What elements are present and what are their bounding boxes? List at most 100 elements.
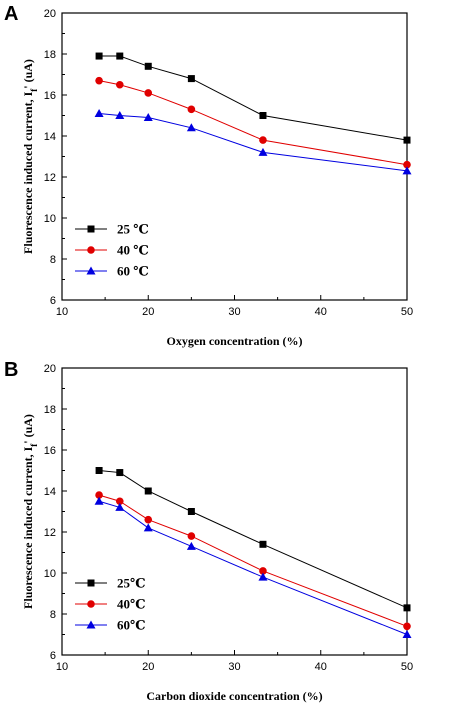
data-point-square	[116, 469, 124, 477]
data-point-triangle	[258, 147, 268, 156]
legend-entry: 40℃	[75, 597, 146, 612]
data-point-circle	[187, 532, 196, 540]
x-tick-label: 10	[56, 306, 68, 318]
y-axis-label-subscript: f	[29, 88, 39, 92]
data-point-triangle	[115, 502, 125, 511]
y-axis-label-main: Fluorescence induced current, I	[21, 91, 35, 254]
data-point-circle	[144, 89, 153, 97]
series-circle	[95, 76, 411, 169]
series-line	[99, 112, 408, 172]
y-tick-label: 18	[44, 404, 56, 416]
data-point-circle	[144, 515, 153, 524]
x-tick-label: 40	[315, 306, 327, 318]
y-axis-label-subscript: f	[29, 443, 39, 447]
x-tick-label: 40	[315, 661, 327, 673]
data-point-circle	[115, 497, 124, 506]
series-square	[95, 467, 411, 612]
y-axis-label-unit: ' (uA)	[21, 59, 35, 89]
x-axis-label: Carbon dioxide concentration (%)	[146, 689, 322, 703]
data-point-square	[95, 467, 103, 474]
legend-entry: 25 ℃	[75, 222, 149, 237]
series-triangle	[94, 108, 412, 175]
data-point-triangle	[115, 111, 125, 119]
legend-label: 40℃	[117, 597, 146, 612]
data-point-triangle	[86, 620, 96, 629]
x-tick-label: 30	[228, 306, 240, 318]
data-point-square	[403, 136, 411, 144]
data-point-square	[259, 540, 267, 548]
data-point-circle	[95, 491, 103, 499]
x-tick-label: 50	[401, 661, 413, 673]
data-point-square	[144, 487, 152, 495]
legend-label: 60℃	[117, 618, 146, 633]
data-point-triangle	[186, 541, 196, 550]
data-point-triangle	[258, 572, 268, 581]
x-tick-label: 20	[142, 661, 154, 673]
y-tick-label: 8	[50, 254, 56, 266]
data-point-circle	[87, 246, 95, 254]
x-tick-label: 20	[142, 306, 154, 318]
y-axis-label-unit: ' (uA)	[21, 414, 35, 444]
y-tick-label: 14	[44, 131, 56, 143]
data-point-triangle	[402, 166, 412, 175]
legend-label: 40 ℃	[117, 243, 149, 258]
data-point-square	[259, 112, 267, 119]
x-tick-label: 50	[401, 306, 413, 318]
x-tick-label: 30	[228, 661, 240, 673]
panel-label: A	[4, 3, 18, 25]
y-tick-label: 14	[44, 486, 56, 498]
data-point-square	[95, 52, 103, 60]
data-point-square	[87, 579, 95, 587]
data-point-circle	[115, 80, 124, 89]
legend-entry: 60 ℃	[75, 264, 149, 279]
data-point-circle	[95, 76, 103, 85]
data-point-triangle	[94, 108, 104, 117]
series-square	[95, 52, 411, 144]
chart-panel-b: B 10 20 30 40 50 6 8 10 12 14 16 18 20 Carbon dioxide …	[4, 359, 413, 703]
y-tick-label: 12	[44, 527, 56, 539]
data-point-square	[403, 604, 411, 612]
data-point-square	[116, 52, 124, 60]
data-point-circle	[403, 160, 411, 169]
series-line	[98, 500, 408, 635]
y-tick-label: 18	[44, 49, 56, 61]
data-point-square	[87, 225, 95, 233]
y-tick-label: 16	[44, 90, 56, 102]
panel-label: B	[4, 359, 18, 381]
y-tick-label: 6	[50, 650, 56, 662]
y-tick-label: 16	[44, 445, 56, 457]
series-circle	[95, 491, 411, 631]
y-axis-label-main: Fluorescence induced current, I	[21, 446, 35, 609]
data-point-circle	[259, 136, 267, 144]
data-point-triangle	[186, 123, 196, 132]
data-point-triangle	[143, 523, 153, 532]
data-point-triangle	[402, 630, 412, 638]
legend-label: 25 ℃	[117, 222, 149, 237]
data-point-square	[144, 62, 152, 70]
legend-entry: 40 ℃	[75, 243, 149, 258]
y-tick-label: 10	[44, 568, 56, 580]
y-tick-label: 20	[44, 363, 56, 375]
data-point-square	[187, 508, 195, 515]
y-tick-label: 10	[44, 213, 56, 225]
data-point-circle	[87, 600, 95, 608]
x-tick-label: 10	[56, 661, 68, 673]
y-tick-label: 12	[44, 172, 56, 184]
y-axis-label: Fluorescence induced current, If' (uA)	[21, 414, 39, 609]
data-point-circle	[187, 105, 196, 114]
data-point-triangle	[143, 113, 153, 122]
legend-entry: 25℃	[75, 576, 146, 591]
y-tick-label: 6	[50, 295, 56, 307]
data-point-square	[187, 75, 195, 83]
legend-label: 25℃	[117, 576, 146, 591]
data-point-triangle	[94, 496, 104, 505]
data-point-circle	[403, 622, 411, 631]
x-axis-label: Oxygen concentration (%)	[167, 334, 303, 348]
plot-frame	[61, 367, 408, 656]
y-axis-label: Fluorescence induced current, If' (uA)	[21, 59, 39, 254]
y-tick-label: 8	[50, 609, 56, 621]
chart-panel-a: A 10 20 30 40 50 6 8 10 12 14 16 18 20 Oxygen concentr…	[4, 3, 413, 348]
data-point-triangle	[86, 266, 96, 275]
series-triangle	[94, 496, 412, 638]
